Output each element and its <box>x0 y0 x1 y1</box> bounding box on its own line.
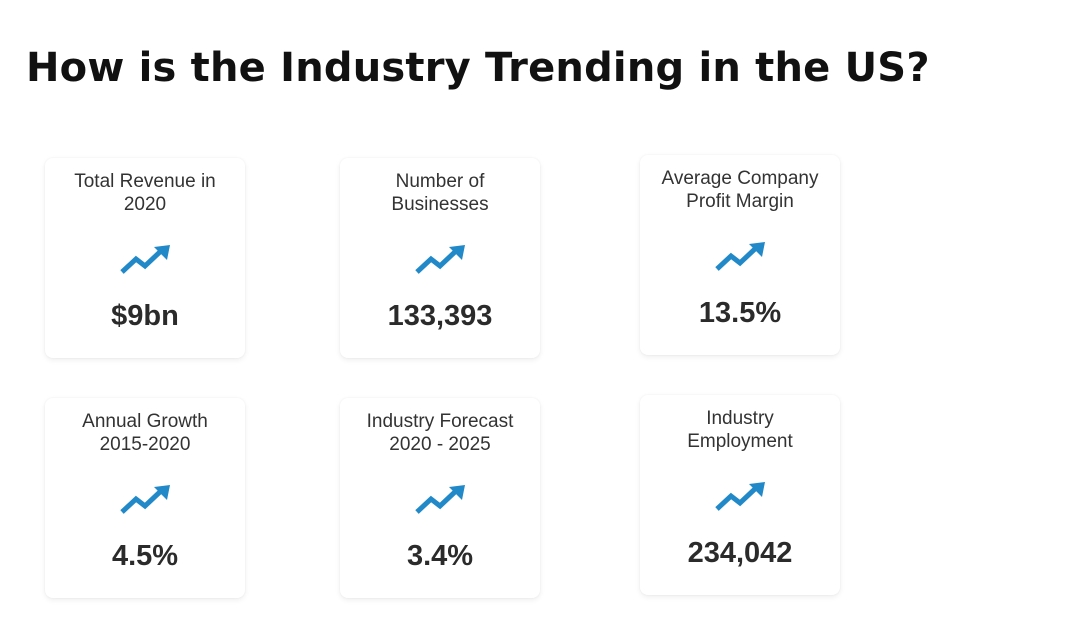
metric-value: 234,042 <box>687 537 793 569</box>
metric-label-line: Employment <box>687 431 793 452</box>
trending-up-icon <box>120 245 170 274</box>
metric-label: Number of Businesses <box>340 170 540 216</box>
metric-value: 13.5% <box>698 297 782 329</box>
metric-label: Industry Employment <box>640 407 840 453</box>
metric-label-line: Industry <box>706 408 774 429</box>
metric-card-total-revenue: Total Revenue in 2020 $9bn <box>45 158 245 358</box>
metric-value: 4.5% <box>111 540 179 572</box>
metric-label-line: Businesses <box>391 194 489 215</box>
metric-value: 133,393 <box>387 300 493 332</box>
metric-label-line: Number of <box>395 171 485 192</box>
metric-label-line: Average Company <box>661 168 819 189</box>
metric-value: $9bn <box>111 300 179 332</box>
metric-label-line: Annual Growth <box>82 411 208 432</box>
metric-card-annual-growth: Annual Growth 2015-2020 4.5% <box>45 398 245 598</box>
metric-label-line: Industry Forecast <box>366 411 514 432</box>
metric-label: Total Revenue in 2020 <box>45 170 245 216</box>
metric-label: Annual Growth 2015-2020 <box>45 410 245 456</box>
metric-card-profit-margin: Average Company Profit Margin 13.5% <box>640 155 840 355</box>
metric-value: 3.4% <box>406 540 474 572</box>
metric-card-industry-employment: Industry Employment 234,042 <box>640 395 840 595</box>
metric-card-number-of-businesses: Number of Businesses 133,393 <box>340 158 540 358</box>
metric-label-line: Profit Margin <box>686 191 794 212</box>
metric-label-line: Total Revenue in <box>74 171 216 192</box>
metric-label-line: 2015-2020 <box>99 434 191 455</box>
metric-label: Average Company Profit Margin <box>640 167 840 213</box>
metric-label-line: 2020 <box>123 194 167 215</box>
metric-label: Industry Forecast 2020 - 2025 <box>340 410 540 456</box>
trending-up-icon <box>415 245 465 274</box>
metric-label-line: 2020 - 2025 <box>389 434 491 455</box>
trending-up-icon <box>715 482 765 511</box>
trending-up-icon <box>715 242 765 271</box>
trending-up-icon <box>415 485 465 514</box>
trending-up-icon <box>120 485 170 514</box>
page-title: How is the Industry Trending in the US? <box>26 45 930 91</box>
metric-card-industry-forecast: Industry Forecast 2020 - 2025 3.4% <box>340 398 540 598</box>
